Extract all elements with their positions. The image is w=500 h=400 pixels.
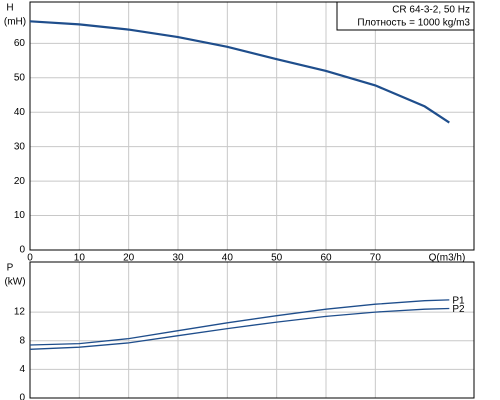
- x-axis-title: Q(m3/h): [429, 253, 466, 264]
- data-line: [29, 307, 450, 350]
- y-tick-label: 60: [14, 38, 26, 49]
- y-tick-label: 50: [14, 72, 26, 83]
- x-tick-label: 30: [172, 253, 184, 264]
- x-tick-label: 10: [74, 253, 86, 264]
- y-axis-unit: (kW): [4, 277, 25, 288]
- x-tick-label: 20: [123, 253, 135, 264]
- info-text: CR 64-3-2, 50 Hz: [392, 5, 470, 16]
- x-tick-label: 60: [320, 253, 332, 264]
- x-tick-label: 0: [27, 253, 33, 264]
- data-line: [29, 299, 450, 346]
- y-axis-title: P: [7, 263, 14, 274]
- series-label: P1: [452, 296, 465, 307]
- info-box: [336, 1, 475, 31]
- y-tick-label: 0: [19, 245, 25, 256]
- y-axis-title: H: [6, 3, 13, 14]
- x-tick-label: 40: [222, 253, 234, 264]
- y-tick-label: 40: [14, 107, 26, 118]
- y-axis-unit: (mH): [4, 17, 26, 28]
- plot-frame: [29, 261, 475, 399]
- plot-frame: [29, 1, 475, 251]
- y-tick-label: 10: [14, 210, 26, 221]
- data-line: [29, 20, 450, 124]
- y-tick-label: 12: [14, 307, 26, 318]
- info-text: Плотность = 1000 kg/m3: [357, 18, 470, 29]
- x-tick-label: 70: [370, 253, 382, 264]
- y-tick-label: 8: [19, 335, 25, 346]
- y-tick-label: 0: [19, 393, 25, 400]
- series-label: P2: [452, 304, 465, 315]
- y-tick-label: 20: [14, 176, 26, 187]
- y-tick-label: 4: [19, 364, 25, 375]
- x-tick-label: 50: [271, 253, 283, 264]
- y-tick-label: 30: [14, 141, 26, 152]
